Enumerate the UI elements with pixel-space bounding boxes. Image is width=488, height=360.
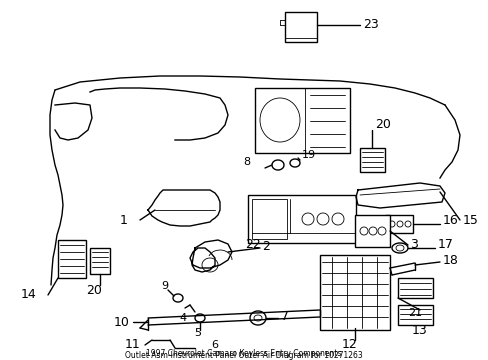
- Bar: [58, 240, 86, 278]
- Text: 18: 18: [442, 253, 458, 266]
- Bar: [90, 248, 110, 274]
- Text: 23: 23: [362, 18, 378, 31]
- Text: 8: 8: [243, 157, 249, 167]
- Text: 9: 9: [161, 281, 168, 291]
- Text: Outlet Asm-Instrument Panel Outer Air Diagram for 10271263: Outlet Asm-Instrument Panel Outer Air Di…: [125, 351, 362, 360]
- Bar: [354, 215, 389, 247]
- Bar: [251, 199, 286, 239]
- Text: 13: 13: [411, 324, 427, 337]
- Text: 5: 5: [194, 328, 201, 338]
- Text: 6: 6: [211, 340, 218, 350]
- Text: 11: 11: [124, 338, 140, 351]
- Text: 14: 14: [20, 288, 36, 302]
- Bar: [397, 278, 432, 298]
- Bar: [254, 88, 349, 153]
- Text: 21: 21: [407, 308, 421, 318]
- Text: 15: 15: [462, 213, 478, 226]
- Text: 7: 7: [281, 310, 288, 323]
- Bar: [285, 12, 316, 42]
- Bar: [247, 195, 355, 243]
- Bar: [384, 215, 412, 233]
- Text: 2: 2: [262, 239, 269, 252]
- Text: 10: 10: [114, 315, 130, 328]
- Text: 22: 22: [244, 238, 260, 252]
- Text: 20: 20: [86, 284, 102, 297]
- Text: 1997 Chevrolet Camaro Keyless Entry Components: 1997 Chevrolet Camaro Keyless Entry Comp…: [146, 349, 341, 358]
- Bar: [319, 255, 389, 330]
- Text: 20: 20: [374, 118, 390, 131]
- Bar: [359, 148, 384, 172]
- Text: 16: 16: [442, 213, 458, 226]
- Text: 4: 4: [179, 313, 186, 323]
- Text: 12: 12: [342, 338, 357, 351]
- Text: 3: 3: [409, 238, 417, 251]
- Text: 1: 1: [120, 213, 128, 226]
- Bar: [397, 305, 432, 325]
- Text: 19: 19: [302, 150, 315, 160]
- Text: 17: 17: [437, 238, 453, 252]
